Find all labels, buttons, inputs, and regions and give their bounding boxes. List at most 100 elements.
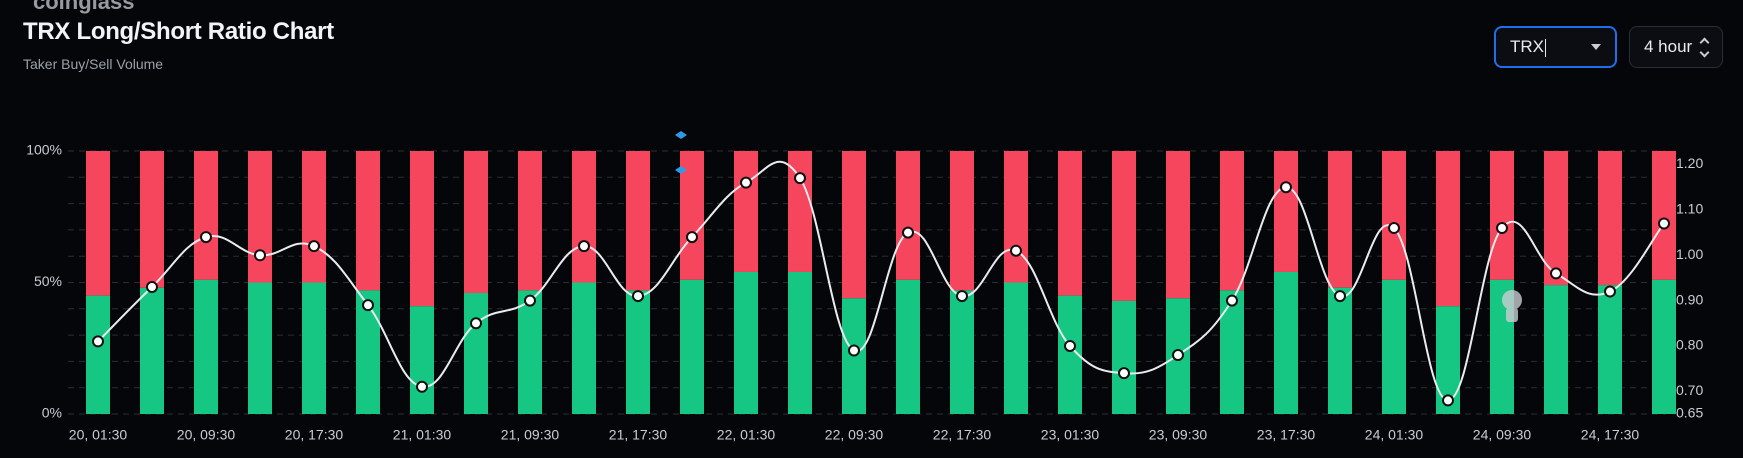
ratio-point <box>632 290 644 303</box>
x-axis-tick: 23, 09:30 <box>1149 427 1208 443</box>
interval-select-value: 4 hour <box>1644 37 1693 56</box>
bar-short <box>572 151 596 283</box>
bars <box>86 151 1676 414</box>
bar-short <box>1274 151 1298 272</box>
ratio-line-path <box>97 160 1665 402</box>
bar-long <box>518 290 542 414</box>
bar-short <box>464 151 488 294</box>
x-axis-tick: 23, 01:30 <box>1041 427 1100 443</box>
x-axis-tick: 23, 17:30 <box>1257 427 1316 443</box>
bar-short <box>1436 151 1460 307</box>
bar-short <box>842 151 866 299</box>
right-axis-tick: 0.70 <box>1676 382 1703 398</box>
bar-short <box>518 151 542 291</box>
bar-short <box>950 151 974 291</box>
left-axis-tick: 50% <box>34 273 62 289</box>
x-axis-tick: 20, 01:30 <box>69 427 128 443</box>
right-axis-tick: 1.00 <box>1676 246 1703 262</box>
bar-short <box>1490 151 1514 280</box>
coinglass-logo-icon <box>1502 290 1522 322</box>
bar-long <box>140 287 164 414</box>
ratio-point <box>200 231 212 244</box>
bar-long <box>680 279 704 414</box>
x-axis-tick: 21, 17:30 <box>609 427 668 443</box>
bar-short <box>1598 151 1622 286</box>
bar-short <box>140 151 164 288</box>
bar-long <box>572 282 596 414</box>
bar-short <box>1544 151 1568 286</box>
annotation-markers <box>675 131 687 174</box>
bar-short <box>626 151 650 291</box>
ratio-point <box>1604 285 1616 298</box>
ratio-point <box>578 240 590 253</box>
ratio-point <box>740 176 752 189</box>
right-axis-tick: 1.20 <box>1676 155 1703 171</box>
text-cursor <box>1545 38 1546 57</box>
watermark-text: coinglass <box>33 0 134 14</box>
ratio-point <box>1280 181 1292 194</box>
bar-long <box>410 306 434 414</box>
x-axis-tick: 22, 17:30 <box>933 427 992 443</box>
bar-long <box>194 279 218 414</box>
ratio-point <box>794 172 806 185</box>
bar-long <box>950 290 974 414</box>
bar-long <box>788 271 812 414</box>
bar-long <box>1544 285 1568 414</box>
ratio-point <box>1172 349 1184 362</box>
ratio-point <box>1388 222 1400 235</box>
ratio-point <box>902 226 914 239</box>
ratio-point <box>686 231 698 244</box>
bar-long <box>1652 279 1676 414</box>
ratio-point <box>362 299 374 312</box>
x-axis-tick: 24, 17:30 <box>1581 427 1640 443</box>
bar-short <box>734 151 758 272</box>
ratio-point <box>848 344 860 357</box>
ratio-point <box>524 294 536 307</box>
x-axis-tick: 22, 09:30 <box>825 427 884 443</box>
chart-title: TRX Long/Short Ratio Chart <box>23 18 334 45</box>
bar-short <box>86 151 110 296</box>
bar-short <box>1220 151 1244 291</box>
bar-short <box>1382 151 1406 280</box>
bar-long <box>1382 279 1406 414</box>
ratio-point <box>1550 267 1562 280</box>
right-axis-tick: 0.90 <box>1676 291 1703 307</box>
axes: 0% 50% 100% 0.65 0.70 0.80 0.90 1.00 1.10 1.20 20,… <box>26 142 1703 443</box>
bar-short <box>356 151 380 291</box>
interval-select[interactable]: 4 hour <box>1629 26 1723 68</box>
bar-short <box>680 151 704 280</box>
bar-short <box>1652 151 1676 280</box>
bar-long <box>1328 287 1352 414</box>
x-axis-tick: 21, 09:30 <box>501 427 560 443</box>
right-axis-tick: 0.80 <box>1676 337 1703 353</box>
left-axis-tick: 100% <box>26 142 62 158</box>
right-axis-tick: 0.65 <box>1676 405 1703 421</box>
bar-short <box>248 151 272 283</box>
bar-long <box>86 295 110 414</box>
bar-short <box>1004 151 1028 283</box>
bar-long <box>248 282 272 414</box>
ratio-point <box>1658 217 1670 230</box>
right-axis-tick: 1.10 <box>1676 201 1703 217</box>
bar-long <box>302 282 326 414</box>
ratio-point <box>1010 244 1022 257</box>
symbol-select-value: TRX <box>1510 37 1546 57</box>
bar-short <box>788 151 812 272</box>
ratio-point <box>1334 290 1346 303</box>
bar-long <box>1598 285 1622 414</box>
bar-long <box>1220 290 1244 414</box>
ratio-point <box>956 290 968 303</box>
ratio-line <box>92 160 1670 407</box>
bar-short <box>1058 151 1082 296</box>
symbol-select[interactable]: TRX <box>1494 26 1617 68</box>
ratio-point <box>1118 367 1130 380</box>
watermark: coinglass <box>33 0 1522 322</box>
x-axis-tick: 21, 01:30 <box>393 427 452 443</box>
chart-subtitle: Taker Buy/Sell Volume <box>23 56 164 72</box>
bar-short <box>896 151 920 280</box>
ratio-point <box>308 240 320 253</box>
bar-short <box>1328 151 1352 288</box>
x-axis-tick: 24, 09:30 <box>1473 427 1532 443</box>
bar-long <box>734 271 758 414</box>
ratio-point <box>1496 222 1508 235</box>
